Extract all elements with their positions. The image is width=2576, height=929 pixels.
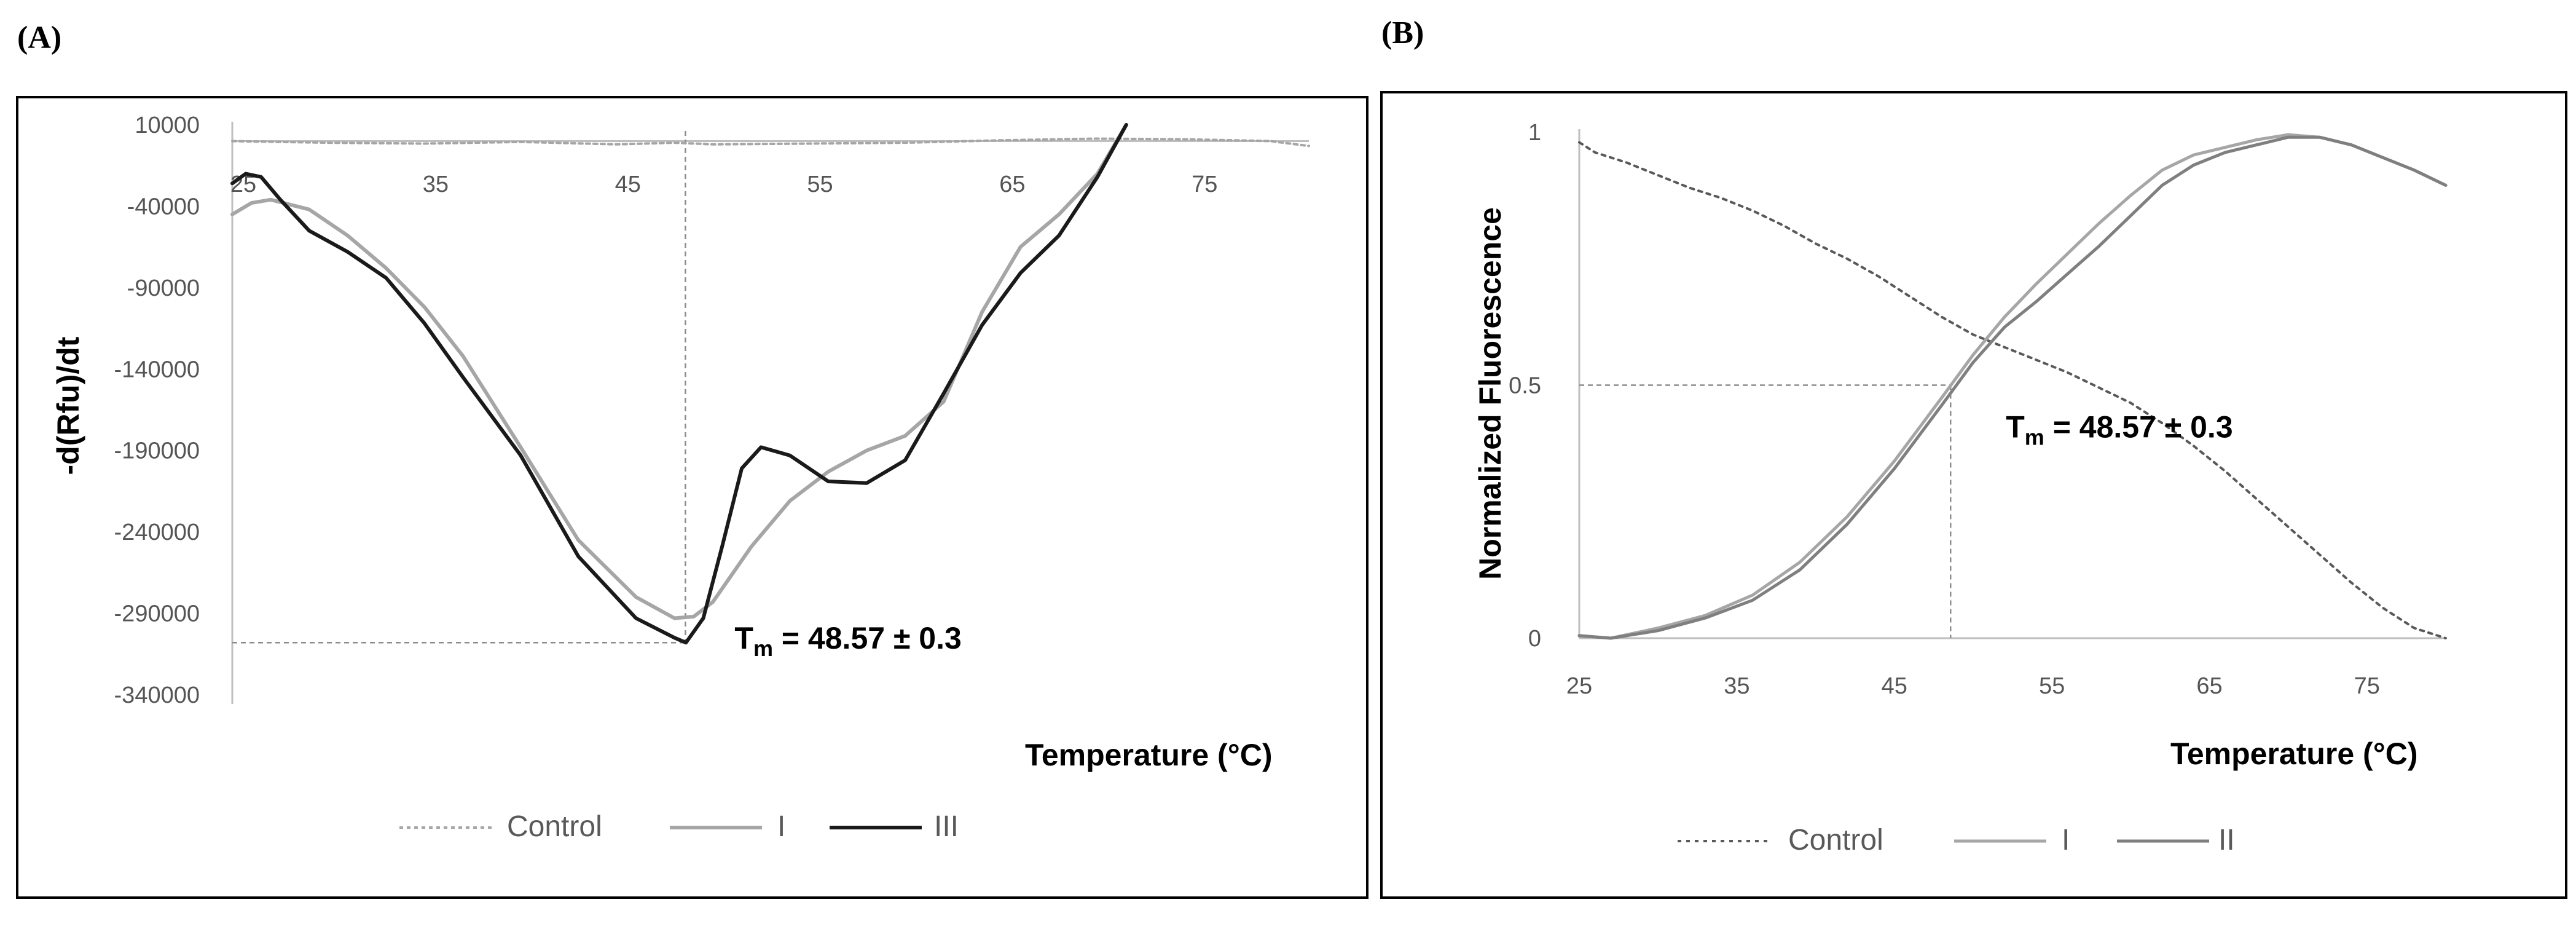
series-line-iii	[230, 123, 1128, 645]
legend-label-iii: III	[934, 810, 959, 843]
series-line-control	[231, 137, 1310, 148]
x-tick-label: 45	[1882, 673, 1907, 699]
legend-label-i: I	[2062, 824, 2070, 856]
y-tick-label: 10000	[135, 113, 200, 138]
tm-annotation: Tm = 48.57 ± 0.3	[2006, 410, 2232, 450]
x-axis-title: Temperature (°C)	[1025, 738, 1272, 772]
panel-label-a: (A)	[17, 20, 61, 55]
legend-label-i: I	[777, 810, 785, 843]
y-axis-title: -d(Rfu)/dt	[51, 336, 85, 475]
x-tick-label: 55	[807, 172, 833, 197]
y-tick-label: -340000	[114, 682, 200, 708]
panel-frame-b	[1380, 91, 2567, 899]
panel-a: (A) 10000 -40000 -90000 -140000 -190000 -24000…	[16, 20, 1368, 899]
y-tick-label: 0	[1528, 626, 1541, 652]
x-axis-title: Temperature (°C)	[2170, 737, 2417, 771]
x-tick-label: 55	[2039, 673, 2065, 699]
x-tick-label: 45	[615, 172, 641, 197]
series-line-ii	[1577, 135, 2448, 640]
series-line-i	[230, 123, 1128, 620]
legend-label-control: Control	[507, 810, 602, 843]
panel-label-b: (B)	[1381, 15, 1424, 50]
panel-frame-a	[16, 96, 1368, 899]
series-line-control	[1578, 141, 2447, 639]
y-tick-label: -140000	[114, 357, 200, 382]
y-axis-title: Normalized Fluorescence	[1473, 207, 1507, 580]
y-tick-label: 1	[1528, 120, 1541, 146]
x-tick-label: 35	[1724, 673, 1749, 699]
y-tick-label: 0.5	[1509, 373, 1541, 399]
x-tick-label: 35	[423, 172, 449, 197]
x-tick-label: 75	[2354, 673, 2380, 699]
y-tick-label: -190000	[114, 438, 200, 464]
y-tick-label: -240000	[114, 520, 200, 545]
panel-b: (B) 1 0.5 0 25 35 45 55 65 75 Normalized Fluoresce…	[1380, 15, 2567, 899]
y-tick-label: -40000	[127, 194, 200, 219]
x-tick-label: 75	[1192, 172, 1217, 197]
x-tick-label: 65	[2196, 673, 2222, 699]
x-tick-label: 65	[999, 172, 1025, 197]
x-tick-label: 25	[1566, 673, 1592, 699]
y-tick-label: -90000	[127, 275, 200, 301]
legend-label-ii: II	[2218, 824, 2235, 856]
y-tick-label: -290000	[114, 601, 200, 627]
legend-label-control: Control	[1788, 824, 1883, 856]
tm-annotation: Tm = 48.57 ± 0.3	[734, 621, 961, 661]
